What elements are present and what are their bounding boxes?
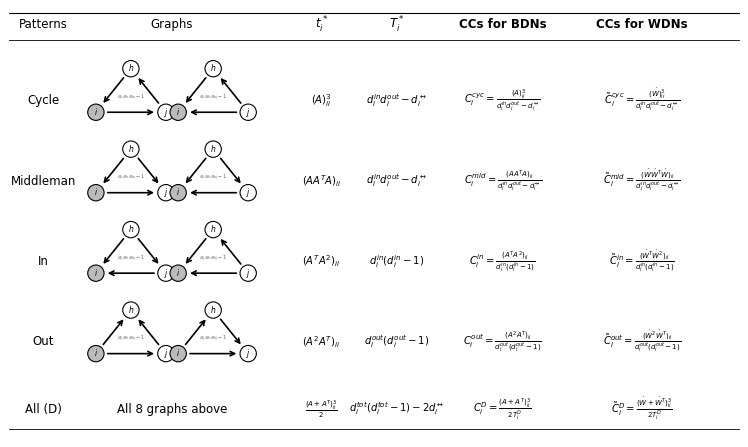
Text: Patterns: Patterns xyxy=(19,18,68,31)
Text: h: h xyxy=(211,306,215,315)
Ellipse shape xyxy=(205,141,221,157)
Text: $C_i^{D} = \frac{(A+A^T)^3_{ii}}{2T_i^{D}}$: $C_i^{D} = \frac{(A+A^T)^3_{ii}}{2T_i^{D… xyxy=(473,396,532,422)
Text: $d_i^{tot}(d_i^{tot}-1) - 2d_i^{\leftrightarrow}$: $d_i^{tot}(d_i^{tot}-1) - 2d_i^{\leftrig… xyxy=(349,401,444,417)
Text: h: h xyxy=(129,225,133,234)
Text: j: j xyxy=(247,108,249,117)
Ellipse shape xyxy=(123,60,139,77)
Text: h: h xyxy=(129,145,133,154)
Text: $\tilde{C}_i^{out} = \frac{(\dot{W}^2\dot{W}^T)_{ii}}{d_i^{out}(d_i^{out}-1)}$: $\tilde{C}_i^{out} = \frac{(\dot{W}^2\do… xyxy=(603,329,681,355)
Ellipse shape xyxy=(240,346,257,362)
Text: i: i xyxy=(177,108,180,117)
Text: $T_i^*$: $T_i^*$ xyxy=(389,14,404,35)
Ellipse shape xyxy=(158,265,174,281)
Text: j: j xyxy=(247,349,249,358)
Text: $d_i^{in}d_i^{out} - d_i^{\leftrightarrow}$: $d_i^{in}d_i^{out} - d_i^{\leftrightarro… xyxy=(366,173,427,190)
Ellipse shape xyxy=(88,346,104,362)
Text: $d_i^{in}(d_i^{in} - 1)$: $d_i^{in}(d_i^{in} - 1)$ xyxy=(369,253,424,270)
Ellipse shape xyxy=(205,221,221,238)
Ellipse shape xyxy=(240,265,257,281)
Text: CCs for BDNs: CCs for BDNs xyxy=(459,18,547,31)
Text: CCs for WDNs: CCs for WDNs xyxy=(596,18,687,31)
Ellipse shape xyxy=(158,104,174,120)
Text: $C_i^{mid} = \frac{(AA^TA)_{ii}}{d_i^{in}d_i^{out}-d_i^{\leftrightarrow}}$: $C_i^{mid} = \frac{(AA^TA)_{ii}}{d_i^{in… xyxy=(464,169,542,193)
Ellipse shape xyxy=(170,104,186,120)
Text: Graphs: Graphs xyxy=(151,18,193,31)
Ellipse shape xyxy=(205,60,221,77)
Text: i: i xyxy=(177,188,180,197)
Text: $\tilde{C}_i^{in} = \frac{(\dot{W}^T\dot{W}^2)_{ii}}{d_i^{in}(d_i^{in}-1)}$: $\tilde{C}_i^{in} = \frac{(\dot{W}^T\dot… xyxy=(609,248,675,275)
Text: $a_{ij}a_{ih}a_{hj}-1$: $a_{ij}a_{ih}a_{hj}-1$ xyxy=(117,93,145,103)
Text: h: h xyxy=(211,64,215,73)
Text: All (D): All (D) xyxy=(25,402,62,416)
Text: All 8 graphs above: All 8 graphs above xyxy=(117,402,227,416)
Ellipse shape xyxy=(170,346,186,362)
Text: i: i xyxy=(95,349,97,358)
Text: $C_i^{out} = \frac{(A^2A^T)_{ii}}{d_i^{out}(d_i^{out}-1)}$: $C_i^{out} = \frac{(A^2A^T)_{ii}}{d_i^{o… xyxy=(463,330,542,354)
Text: j: j xyxy=(165,188,167,197)
Text: j: j xyxy=(247,269,249,278)
Text: $C_i^{in} = \frac{(A^TA^2)_{ii}}{d_i^{in}(d_i^{in}-1)}$: $C_i^{in} = \frac{(A^TA^2)_{ii}}{d_i^{in… xyxy=(470,249,536,274)
Text: $d_i^{out}(d_i^{out} - 1)$: $d_i^{out}(d_i^{out} - 1)$ xyxy=(364,333,429,350)
Text: j: j xyxy=(165,269,167,278)
Ellipse shape xyxy=(158,346,174,362)
Ellipse shape xyxy=(123,221,139,238)
Text: j: j xyxy=(247,188,249,197)
Ellipse shape xyxy=(123,141,139,157)
Text: h: h xyxy=(211,145,215,154)
Text: $(A)^3_{ii}$: $(A)^3_{ii}$ xyxy=(311,92,332,109)
Text: $\tilde{C}_i^{cyc} = \frac{(\dot{W})^3_{ii}}{d_i^{in}d_i^{out}-d_i^{\leftrightar: $\tilde{C}_i^{cyc} = \frac{(\dot{W})^3_{… xyxy=(604,87,680,114)
Text: j: j xyxy=(165,349,167,358)
Text: $(A^TA^2)_{ii}$: $(A^TA^2)_{ii}$ xyxy=(302,254,341,269)
Text: i: i xyxy=(177,269,180,278)
Text: $(A^2A^T)_{ii}$: $(A^2A^T)_{ii}$ xyxy=(302,334,341,350)
Ellipse shape xyxy=(205,302,221,318)
Text: h: h xyxy=(129,306,133,315)
Text: $a_{ij}a_{ih}a_{hj}-1$: $a_{ij}a_{ih}a_{hj}-1$ xyxy=(117,173,145,183)
Ellipse shape xyxy=(170,265,186,281)
Ellipse shape xyxy=(88,265,104,281)
Text: Out: Out xyxy=(33,335,54,349)
Text: $(AA^TA)_{ii}$: $(AA^TA)_{ii}$ xyxy=(302,173,341,189)
Text: $d_i^{in}d_i^{out} - d_i^{\leftrightarrow}$: $d_i^{in}d_i^{out} - d_i^{\leftrightarro… xyxy=(366,92,427,109)
Text: $t_i^*$: $t_i^*$ xyxy=(315,14,328,35)
Text: In: In xyxy=(38,255,49,268)
Text: $a_{ij}a_{ih}a_{hj}-1$: $a_{ij}a_{ih}a_{hj}-1$ xyxy=(117,253,145,264)
Text: i: i xyxy=(95,188,97,197)
Ellipse shape xyxy=(240,185,257,201)
Text: $a_{ij}a_{ih}a_{hj}-1$: $a_{ij}a_{ih}a_{hj}-1$ xyxy=(117,334,145,344)
Ellipse shape xyxy=(240,104,257,120)
Text: i: i xyxy=(95,108,97,117)
Text: $a_{ij}a_{ih}a_{hj}-1$: $a_{ij}a_{ih}a_{hj}-1$ xyxy=(199,173,227,183)
Text: $a_{ij}a_{ih}a_{hj}-1$: $a_{ij}a_{ih}a_{hj}-1$ xyxy=(199,334,227,344)
Text: $a_{ij}a_{ih}a_{hj}-1$: $a_{ij}a_{ih}a_{hj}-1$ xyxy=(199,93,227,103)
Text: $a_{ij}a_{ih}a_{hj}-1$: $a_{ij}a_{ih}a_{hj}-1$ xyxy=(199,253,227,264)
Text: $\frac{(A+A^T)^3_{ii}}{2}$: $\frac{(A+A^T)^3_{ii}}{2}$ xyxy=(305,398,338,420)
Text: $C_i^{cyc} = \frac{(A)^3_{ii}}{d_i^{in}d_i^{out}-d_i^{\leftrightarrow}}$: $C_i^{cyc} = \frac{(A)^3_{ii}}{d_i^{in}d… xyxy=(465,88,541,113)
Ellipse shape xyxy=(158,185,174,201)
Text: Cycle: Cycle xyxy=(27,94,60,107)
Text: $\tilde{C}_i^{mid} = \frac{(\dot{W}\dot{W}^T\dot{W})_{ii}}{d_i^{in}d_i^{out}-d_i: $\tilde{C}_i^{mid} = \frac{(\dot{W}\dot{… xyxy=(603,168,681,194)
Text: i: i xyxy=(177,349,180,358)
Text: i: i xyxy=(95,269,97,278)
Ellipse shape xyxy=(170,185,186,201)
Ellipse shape xyxy=(88,104,104,120)
Ellipse shape xyxy=(123,302,139,318)
Text: h: h xyxy=(211,225,215,234)
Text: h: h xyxy=(129,64,133,73)
Text: j: j xyxy=(165,108,167,117)
Text: $\tilde{C}_i^{D} = \frac{(\dot{W}+\dot{W}^T)^3_{ii}}{2T_i^{D}}$: $\tilde{C}_i^{D} = \frac{(\dot{W}+\dot{W… xyxy=(611,396,672,422)
Text: Middleman: Middleman xyxy=(10,174,76,188)
Ellipse shape xyxy=(88,185,104,201)
